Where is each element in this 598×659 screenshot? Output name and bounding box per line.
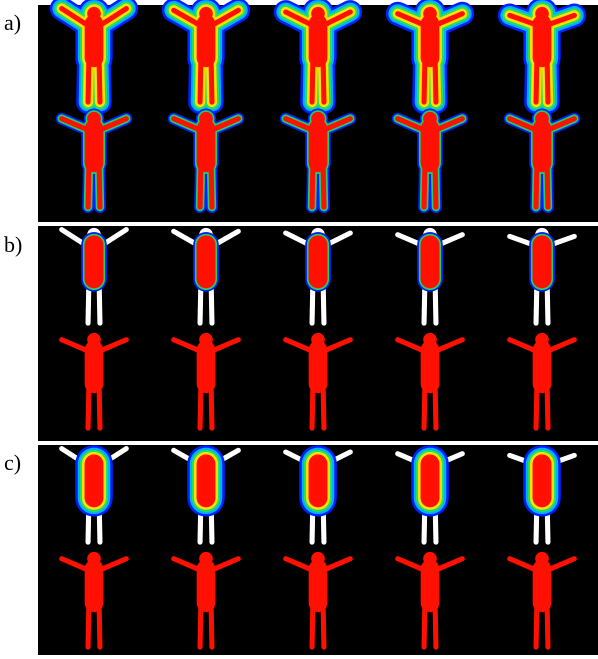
head (535, 552, 549, 566)
head (535, 112, 549, 126)
figure: a) b) c) (0, 0, 598, 659)
head (199, 112, 213, 126)
head (87, 333, 101, 347)
panel-label: c) (4, 450, 21, 475)
head (423, 333, 437, 347)
head (87, 112, 101, 126)
head (423, 552, 437, 566)
head (311, 112, 325, 126)
head (311, 333, 325, 347)
head (87, 7, 101, 21)
head (199, 7, 213, 21)
head (423, 7, 437, 21)
head (311, 7, 325, 21)
panel-label: a) (4, 10, 21, 35)
head (535, 333, 549, 347)
head (199, 552, 213, 566)
head (423, 112, 437, 126)
head (87, 552, 101, 566)
head (535, 7, 549, 21)
panel-label: b) (4, 232, 22, 257)
head (311, 552, 325, 566)
head (199, 333, 213, 347)
